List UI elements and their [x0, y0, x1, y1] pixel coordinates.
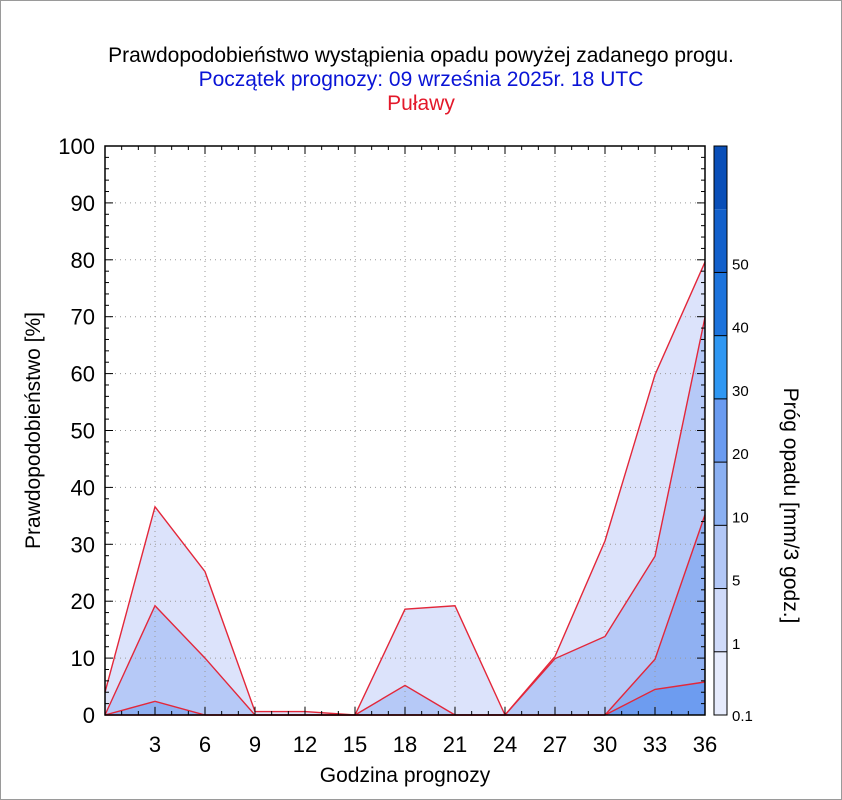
colorbar-level-label: 1 — [732, 636, 740, 653]
chart-subtitle: Początek prognozy: 09 września 2025r. 18… — [198, 68, 644, 91]
y-tick-label: 10 — [71, 646, 95, 671]
axis-ticks — [104, 145, 706, 716]
colorbar-level-label: 40 — [732, 320, 749, 337]
x-tick-label: 6 — [199, 732, 211, 757]
x-tick-label: 21 — [443, 732, 467, 757]
area-series-10 — [105, 681, 705, 715]
x-tick-label: 27 — [543, 732, 567, 757]
x-tick-label: 36 — [693, 732, 717, 757]
x-tick-label: 12 — [293, 732, 317, 757]
y-axis-label: Prawdopodobieństwo [%] — [22, 312, 45, 549]
colorbar-segment — [714, 525, 727, 589]
x-tick-label: 33 — [643, 732, 667, 757]
colorbar-segment — [714, 588, 727, 652]
colorbar-segment — [714, 209, 727, 273]
x-tick-label: 15 — [343, 732, 367, 757]
y-tick-label: 20 — [71, 589, 95, 614]
x-tick-label: 3 — [149, 732, 161, 757]
colorbar-level-label: 50 — [732, 256, 749, 273]
line-series-1 — [104, 317, 706, 716]
y-tick-label: 70 — [71, 305, 95, 330]
grid-lines — [105, 146, 705, 715]
line-series-0-1 — [104, 261, 706, 717]
chart-title: Prawdopodobieństwo wystąpienia opadu pow… — [108, 44, 734, 67]
colorbar-segment — [714, 272, 727, 336]
y-tick-label: 90 — [71, 191, 95, 216]
y-tick-label: 100 — [58, 134, 95, 159]
location-name: Puławy — [387, 92, 455, 115]
colorbar-segment — [714, 335, 727, 399]
x-tick-label: 30 — [593, 732, 617, 757]
colorbar-level-label: 5 — [732, 573, 740, 590]
colorbar-segment — [714, 146, 727, 210]
y-tick-label: 40 — [71, 475, 95, 500]
colorbar-level-label: 0.1 — [732, 708, 753, 725]
x-axis-label: Godzina prognozy — [320, 764, 491, 787]
y-tick-label: 50 — [71, 419, 95, 444]
x-tick-label: 24 — [493, 732, 517, 757]
colorbar-level-label: 30 — [732, 383, 749, 400]
colorbar-label: Próg opadu [mm/3 godz.] — [779, 388, 802, 624]
colorbar-segment — [714, 462, 727, 526]
y-tick-label: 30 — [71, 532, 95, 557]
colorbar-level-label: 10 — [732, 509, 749, 526]
colorbar-segment — [714, 398, 727, 463]
y-tick-label: 60 — [71, 362, 95, 387]
y-tick-label: 0 — [83, 703, 95, 728]
colorbar-level-label: 20 — [732, 446, 749, 463]
x-tick-label: 18 — [393, 732, 417, 757]
colorbar-segment — [714, 651, 727, 715]
x-tick-label: 9 — [249, 732, 261, 757]
y-tick-label: 80 — [71, 248, 95, 273]
